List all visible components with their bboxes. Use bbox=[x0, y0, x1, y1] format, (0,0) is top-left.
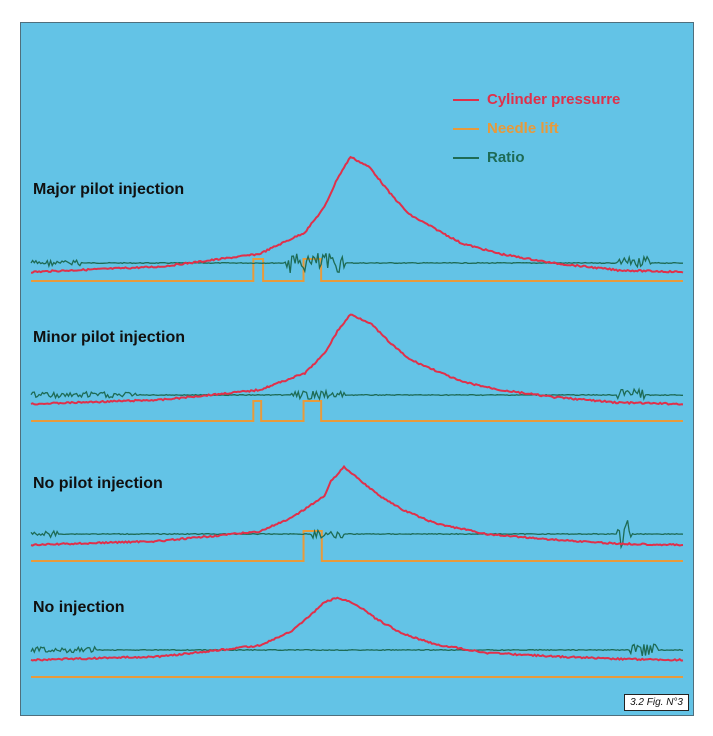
needle-lift-line-0 bbox=[31, 258, 683, 282]
legend-label-cylinder-pressure: Cylinder pressurre bbox=[487, 91, 621, 108]
cylinder-pressure-line-0 bbox=[30, 155, 684, 274]
figure-frame: Cylinder pressurre Needle lift Ratio Maj… bbox=[20, 22, 694, 716]
legend-label-needle-lift: Needle lift bbox=[487, 120, 559, 137]
cylinder-pressure-line-1 bbox=[30, 313, 684, 406]
panel-title-minor-pilot: Minor pilot injection bbox=[33, 329, 185, 346]
legend-item-cylinder-pressure: Cylinder pressurre bbox=[453, 85, 620, 114]
ratio-line-0 bbox=[30, 253, 684, 274]
ratio-line-2 bbox=[30, 520, 684, 550]
cylinder-pressure-line-3 bbox=[30, 596, 684, 662]
panel-title-major-pilot: Major pilot injection bbox=[33, 181, 185, 198]
figure-label: 3.2 Fig. N°3 bbox=[624, 694, 689, 711]
needle-lift-line-1 bbox=[31, 400, 683, 422]
cylinder-pressure-line-2 bbox=[30, 464, 684, 547]
panel-title-no-pilot: No pilot injection bbox=[33, 475, 163, 492]
chart-plot bbox=[30, 155, 684, 678]
legend-swatch-needle-lift bbox=[453, 127, 479, 130]
ratio-line-1 bbox=[30, 387, 683, 401]
legend-item-needle-lift: Needle lift bbox=[453, 114, 620, 143]
ratio-line-3 bbox=[30, 643, 684, 657]
legend-swatch-cylinder-pressure bbox=[453, 98, 479, 101]
legend-swatch-ratio bbox=[453, 156, 479, 159]
legend: Cylinder pressurre Needle lift Ratio bbox=[453, 85, 620, 172]
needle-lift-line-2 bbox=[31, 530, 683, 562]
legend-item-ratio: Ratio bbox=[453, 143, 620, 172]
panel-title-no-injection: No injection bbox=[33, 599, 125, 616]
legend-label-ratio: Ratio bbox=[487, 149, 525, 166]
